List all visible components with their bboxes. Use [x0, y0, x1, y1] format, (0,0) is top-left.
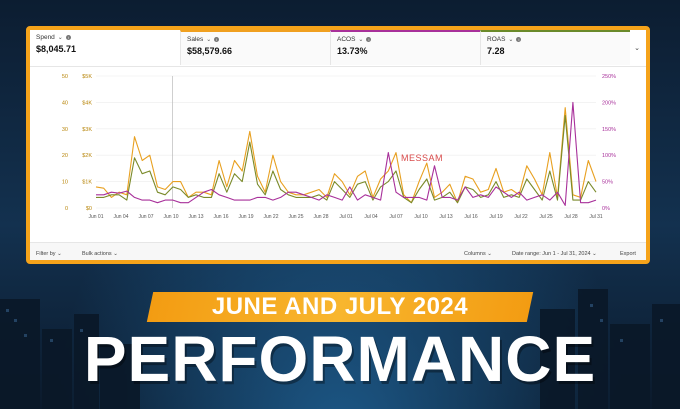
y-tick-label-right: 100% [602, 153, 616, 159]
y-tick-label-left: 20 [62, 153, 68, 159]
x-tick-label: Jun 19 [238, 214, 253, 220]
metric-value: 13.73% [337, 46, 368, 56]
dashboard-card: Spend ⌄ i $8,045.71 Sales ⌄ i $58,579.66 ACO… [26, 26, 650, 264]
date-range-button[interactable]: Date range: Jun 1 - Jul 31, 2024 ⌄ [512, 251, 597, 257]
x-tick-label: Jul 13 [439, 214, 453, 220]
metric-label: Spend [36, 34, 55, 41]
banner-text: JUNE AND JULY 2024 [211, 293, 469, 320]
series-line-acos [96, 101, 597, 206]
filter-by-label: Filter by [36, 251, 56, 257]
series-line-sales [95, 107, 597, 204]
y-tick-label-right: 200% [602, 100, 616, 106]
y-tick-label-left: $5K [82, 74, 92, 80]
chevron-down-icon[interactable]: ⌄ [634, 45, 640, 52]
metric-label: ROAS [487, 36, 506, 43]
metric-label: ACOS [337, 36, 356, 43]
x-tick-label: Jun 10 [163, 214, 178, 220]
x-tick-label: Jun 07 [138, 214, 153, 220]
chevron-down-icon: ⌄ [113, 251, 118, 257]
y-tick-label-right: 150% [602, 127, 616, 133]
x-tick-label: Jun 04 [113, 214, 128, 220]
y-tick-label-left: $0 [86, 206, 92, 212]
x-tick-label: Jul 28 [564, 214, 578, 220]
export-button[interactable]: Export [620, 251, 636, 257]
y-tick-label-left: 50 [62, 74, 68, 80]
x-tick-label: Jun 16 [213, 214, 228, 220]
info-icon: i [214, 37, 220, 42]
x-tick-label: Jul 31 [589, 214, 603, 220]
city-skyline [0, 289, 680, 409]
y-tick-label-left: 0 [65, 206, 68, 212]
info-icon: i [65, 35, 71, 40]
bulk-actions-button[interactable]: Bulk actions ⌄ [82, 251, 118, 257]
y-tick-label-left: $4K [82, 100, 92, 106]
metric-roas[interactable]: ROAS ⌄ i 7.28 [480, 30, 630, 65]
y-tick-label-right: 250% [602, 74, 616, 80]
info-icon: i [516, 37, 522, 42]
columns-button[interactable]: Columns ⌄ [464, 251, 492, 257]
chevron-down-icon: ⌄ [592, 251, 597, 257]
performance-chart: 0 $0 0% 10 $1K 50% 20 $2K 100% 30 $3K 150% 40 $4K 200%… [62, 74, 616, 220]
x-tick-label: Jun 01 [88, 214, 103, 220]
y-tick-label-left: 10 [62, 180, 68, 186]
x-tick-label: Jul 10 [414, 214, 428, 220]
chevron-down-icon[interactable]: ⌄ [508, 37, 514, 43]
x-tick-label: Jul 25 [539, 214, 553, 220]
y-tick-label-left: $1K [82, 180, 92, 186]
date-range-label: Date range: Jun 1 - Jul 31, 2024 [512, 251, 591, 257]
y-tick-label-right: 50% [602, 180, 613, 186]
watermark-text: MESSAM [401, 153, 443, 163]
x-tick-label: Jun 13 [188, 214, 203, 220]
chevron-down-icon: ⌄ [487, 251, 492, 257]
metric-value: 7.28 [487, 46, 505, 56]
metric-spend[interactable]: Spend ⌄ i $8,045.71 [30, 30, 180, 65]
chevron-down-icon[interactable]: ⌄ [206, 37, 212, 43]
chevron-down-icon[interactable]: ⌄ [57, 35, 63, 41]
x-tick-label: Jul 07 [389, 214, 403, 220]
y-tick-label-left: 40 [62, 100, 68, 106]
metric-label: Sales [187, 36, 204, 43]
info-icon: i [366, 37, 372, 42]
metrics-bar: Spend ⌄ i $8,045.71 Sales ⌄ i $58,579.66 ACO… [30, 30, 646, 67]
x-tick-label: Jun 22 [263, 214, 278, 220]
metric-value: $58,579.66 [187, 46, 233, 56]
table-toolbar: Filter by ⌄ Bulk actions ⌄ Columns ⌄ Dat… [30, 242, 646, 260]
bulk-actions-label: Bulk actions [82, 251, 112, 257]
x-tick-label: Jul 04 [364, 214, 378, 220]
y-tick-label-left: 30 [62, 127, 68, 133]
chevron-down-icon[interactable]: ⌄ [358, 37, 364, 43]
chevron-down-icon: ⌄ [57, 251, 62, 257]
x-tick-label: Jun 25 [288, 214, 303, 220]
y-tick-label-left: $2K [82, 153, 92, 159]
metric-acos[interactable]: ACOS ⌄ i 13.73% [330, 30, 480, 65]
x-tick-label: Jun 28 [313, 214, 328, 220]
y-tick-label-right: 0% [602, 206, 610, 212]
filter-by-button[interactable]: Filter by ⌄ [36, 251, 62, 257]
x-tick-label: Jul 19 [489, 214, 503, 220]
x-tick-label: Jul 22 [514, 214, 528, 220]
metric-value: $8,045.71 [36, 44, 77, 54]
y-tick-label-left: $3K [82, 127, 92, 133]
page-title: PERFORMANCE [83, 323, 597, 395]
x-tick-label: Jul 01 [339, 214, 353, 220]
metric-sales[interactable]: Sales ⌄ i $58,579.66 [180, 30, 330, 65]
x-tick-label: Jul 16 [464, 214, 478, 220]
columns-label: Columns [464, 251, 486, 257]
